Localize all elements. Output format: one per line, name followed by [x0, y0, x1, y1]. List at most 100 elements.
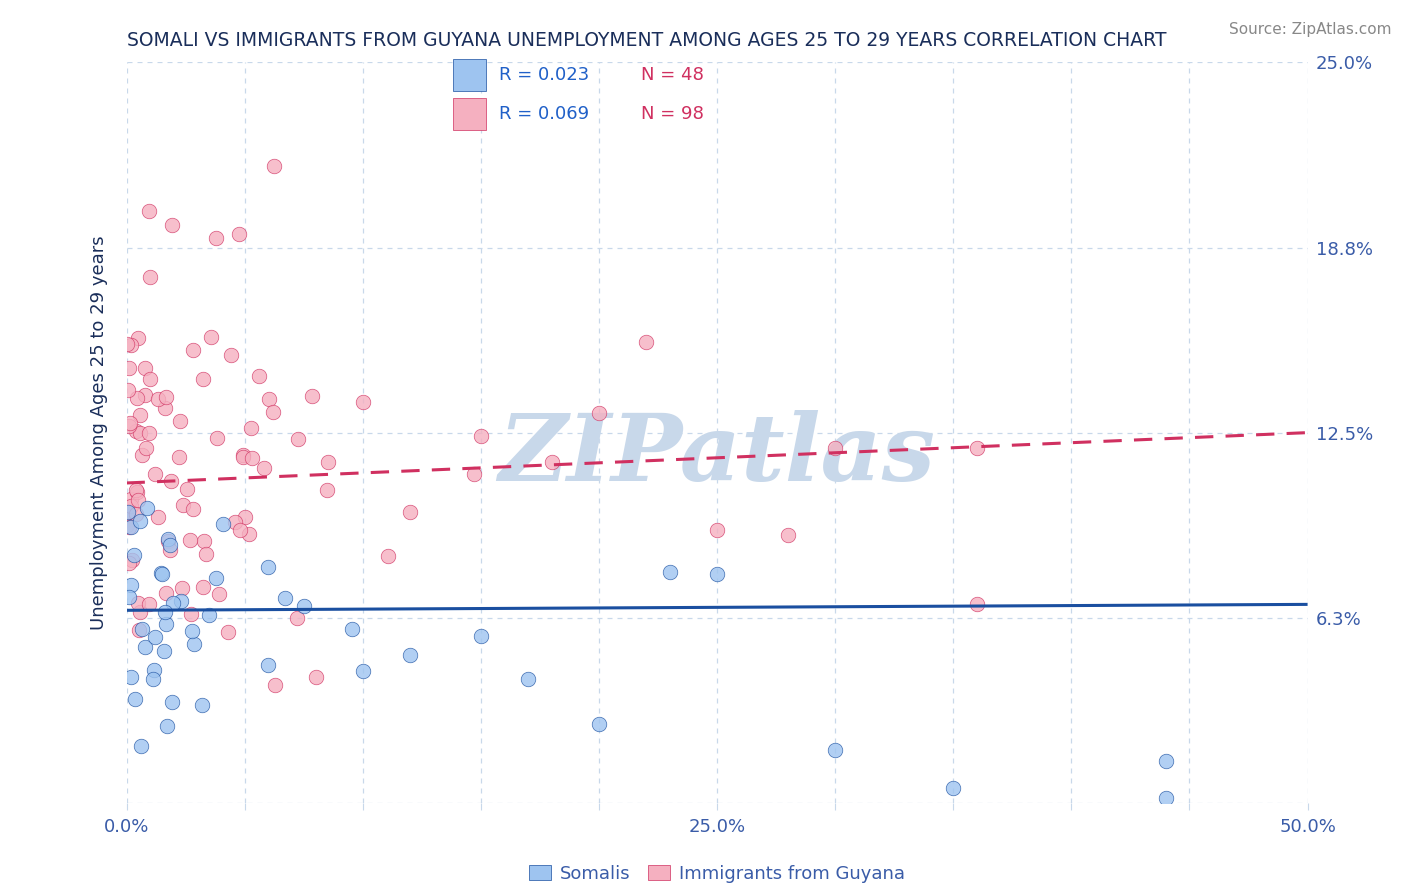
Point — [1154, 754, 1177, 768]
Point — [211, 516, 233, 531]
Point — [138, 425, 160, 440]
Point — [117, 383, 139, 397]
Point — [257, 658, 280, 673]
Point — [540, 454, 562, 468]
Point — [238, 527, 260, 541]
Point — [205, 231, 228, 245]
Point — [128, 606, 150, 620]
Point — [135, 501, 157, 516]
Point — [131, 622, 153, 636]
Point — [162, 595, 184, 609]
Point — [352, 664, 374, 678]
Point — [148, 392, 170, 407]
Point — [172, 498, 194, 512]
Point — [301, 389, 323, 403]
Point — [240, 421, 263, 435]
Point — [152, 644, 174, 658]
Point — [120, 578, 142, 592]
Y-axis label: Unemployment Among Ages 25 to 29 years: Unemployment Among Ages 25 to 29 years — [90, 235, 108, 630]
Text: R = 0.023: R = 0.023 — [499, 66, 589, 84]
Point — [138, 597, 160, 611]
Point — [120, 338, 142, 352]
Point — [129, 514, 152, 528]
Point — [127, 331, 149, 345]
Point — [181, 502, 204, 516]
Point — [588, 406, 610, 420]
Text: Source: ZipAtlas.com: Source: ZipAtlas.com — [1229, 22, 1392, 37]
Point — [470, 429, 492, 443]
Point — [138, 203, 160, 218]
Point — [115, 517, 138, 532]
Point — [233, 509, 256, 524]
Point — [118, 556, 141, 570]
Point — [205, 431, 228, 445]
Point — [124, 483, 146, 497]
Point — [118, 520, 141, 534]
Point — [636, 335, 658, 350]
Point — [149, 566, 172, 580]
Point — [966, 598, 988, 612]
Point — [143, 467, 166, 481]
Point — [160, 695, 183, 709]
Point — [193, 533, 215, 548]
Point — [180, 607, 202, 622]
Point — [138, 372, 160, 386]
Point — [285, 611, 308, 625]
FancyBboxPatch shape — [453, 59, 486, 91]
Point — [139, 269, 162, 284]
Point — [183, 637, 205, 651]
Point — [124, 692, 146, 706]
Point — [120, 492, 142, 507]
Point — [180, 624, 202, 638]
Point — [118, 416, 141, 430]
Point — [129, 739, 152, 753]
Point — [134, 388, 156, 402]
Point — [257, 559, 280, 574]
Point — [121, 553, 143, 567]
Point — [115, 509, 138, 524]
Point — [191, 698, 214, 712]
Point — [517, 672, 540, 686]
Point — [658, 565, 681, 579]
Point — [117, 505, 139, 519]
Point — [120, 519, 142, 533]
Point — [162, 219, 184, 233]
Text: ZIPatlas: ZIPatlas — [499, 409, 935, 500]
Point — [142, 673, 165, 687]
Point — [134, 360, 156, 375]
Point — [340, 622, 363, 636]
Point — [125, 484, 148, 499]
Text: N = 48: N = 48 — [641, 66, 704, 84]
Point — [143, 664, 166, 678]
Point — [824, 743, 846, 757]
Point — [706, 524, 728, 538]
Point — [127, 596, 149, 610]
Point — [118, 361, 141, 376]
Point — [125, 391, 148, 405]
Point — [287, 432, 309, 446]
Point — [315, 483, 337, 498]
Point — [232, 448, 254, 462]
Point — [191, 580, 214, 594]
Point — [377, 549, 399, 563]
Point — [273, 591, 295, 605]
Point — [470, 629, 492, 643]
Point — [1154, 791, 1177, 805]
Point — [217, 625, 239, 640]
Point — [399, 505, 422, 519]
Point — [208, 587, 231, 601]
Point — [153, 606, 176, 620]
Point — [155, 586, 177, 600]
Point — [169, 414, 191, 428]
Point — [228, 523, 250, 537]
Point — [170, 581, 193, 595]
Point — [156, 532, 179, 546]
Point — [194, 547, 217, 561]
Point — [240, 450, 263, 465]
Point — [127, 492, 149, 507]
Point — [153, 401, 176, 416]
Point — [143, 630, 166, 644]
Point — [155, 616, 177, 631]
Point — [304, 670, 326, 684]
Point — [292, 599, 315, 613]
